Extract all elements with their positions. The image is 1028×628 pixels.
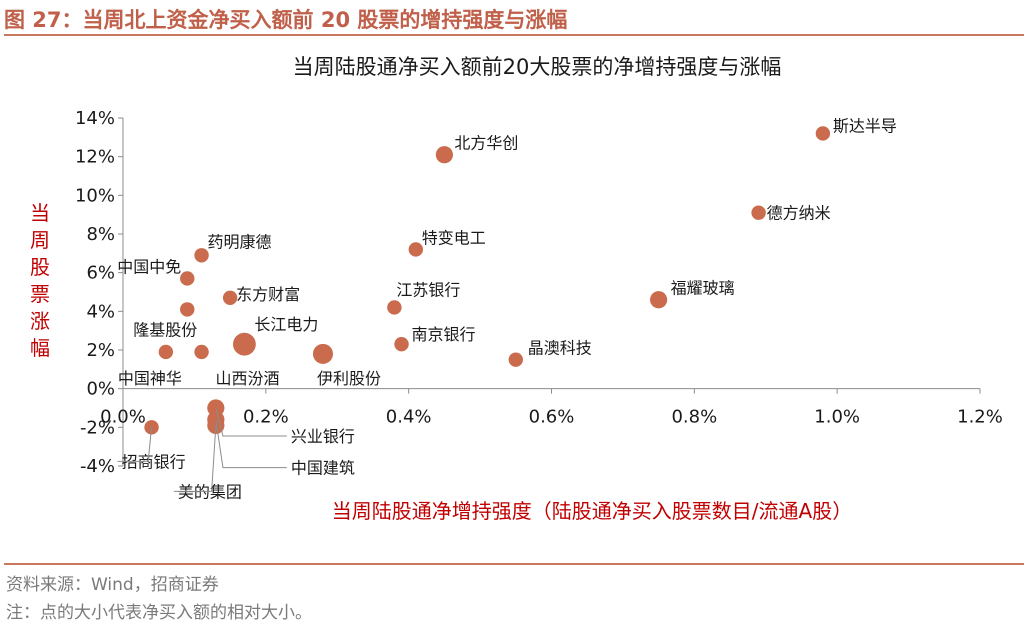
data-point: [312, 343, 333, 364]
y-tick-label: -4%: [80, 456, 115, 477]
data-point-label: 兴业银行: [291, 427, 355, 446]
data-point-label: 德方纳米: [767, 204, 831, 223]
x-tick-label: 0.2%: [243, 407, 289, 428]
data-point: [180, 302, 195, 317]
data-point: [158, 344, 174, 360]
y-tick-label: 10%: [75, 185, 115, 206]
data-point: [194, 344, 209, 360]
y-axis-label-char: 票: [30, 282, 50, 306]
data-point-label: 晶澳科技: [528, 339, 592, 358]
x-tick-label: 0.6%: [529, 407, 575, 428]
data-point: [144, 420, 159, 435]
data-point: [233, 332, 256, 356]
y-axis-label-char: 当: [30, 201, 50, 225]
data-point: [751, 205, 766, 220]
y-tick-label: 14%: [75, 108, 115, 129]
data-point: [508, 352, 523, 367]
y-tick-label: 0%: [86, 379, 115, 400]
data-point-label: 山西汾酒: [216, 369, 280, 388]
data-point-label: 招商银行: [122, 452, 186, 471]
x-tick-label: 1.2%: [957, 407, 1003, 428]
y-axis-label-char: 涨: [30, 309, 50, 333]
data-point-label: 长江电力: [254, 315, 318, 334]
y-tick-label: 2%: [86, 340, 115, 361]
data-point: [815, 126, 831, 141]
footer-rule: [4, 563, 1024, 565]
y-tick-label: 6%: [86, 263, 115, 284]
data-point-label: 隆基股份: [133, 320, 197, 339]
data-point: [222, 290, 238, 305]
data-point: [387, 300, 402, 315]
data-point: [180, 271, 195, 286]
leader-line: [117, 427, 153, 462]
size-note: 注：点的大小代表净买入额的相对大小。: [6, 603, 312, 623]
data-point: [194, 248, 209, 263]
leader-lines: [117, 407, 287, 492]
y-tick-label: -2%: [80, 417, 115, 438]
data-point-label: 中国神华: [118, 369, 182, 388]
y-tick-label: 4%: [86, 301, 115, 322]
x-tick-label: 0.0%: [100, 407, 146, 428]
data-point-label: 伊利股份: [317, 369, 381, 388]
x-tick-label: 0.8%: [671, 407, 717, 428]
x-tick-label: 1.0%: [814, 407, 860, 428]
data-point-label: 特变电工: [422, 228, 486, 247]
data-point: [408, 242, 424, 257]
source-note: 资料来源：Wind，招商证券: [6, 575, 219, 595]
data-point: [435, 146, 453, 164]
leader-line: [215, 419, 287, 469]
data-point-label: 东方财富: [236, 285, 300, 304]
y-tick-label: 12%: [75, 147, 115, 168]
chart-title: 当周陆股通净买入额前20大股票的净增持强度与涨幅: [293, 55, 782, 79]
data-point-label: 斯达半导: [833, 116, 897, 135]
data-point-label: 福耀玻璃: [671, 279, 735, 298]
x-axis-label: 当周陆股通净增持强度（陆股通净买入股票数目/流通A股）: [332, 499, 852, 523]
data-point-label: 江苏银行: [396, 280, 460, 299]
data-point-label: 北方华创: [454, 134, 518, 153]
data-point-label: 中国建筑: [291, 459, 355, 478]
data-point: [650, 291, 668, 309]
data-point: [394, 337, 409, 352]
leader-line: [173, 425, 217, 492]
y-axis-label-char: 股: [30, 255, 50, 279]
data-point-label: 南京银行: [412, 325, 476, 344]
axes: -4% -2% 0% 2% 4% 6% 8% 10% 12% 14% 0.0% 0.2% 0.4% 0.6…: [75, 108, 1003, 477]
y-tick-label: 8%: [86, 224, 115, 245]
title-rule: [4, 34, 1024, 36]
figure-title: 图 27：当周北上资金净买入额前 20 股票的增持强度与涨幅: [4, 8, 568, 32]
leader-line: [215, 407, 287, 437]
data-point-label: 药明康德: [208, 232, 272, 251]
x-tick-label: 0.4%: [386, 407, 432, 428]
data-point-label: 中国中免: [117, 257, 181, 276]
y-axis-label-char: 幅: [30, 336, 50, 360]
y-axis-label-char: 周: [30, 228, 50, 252]
